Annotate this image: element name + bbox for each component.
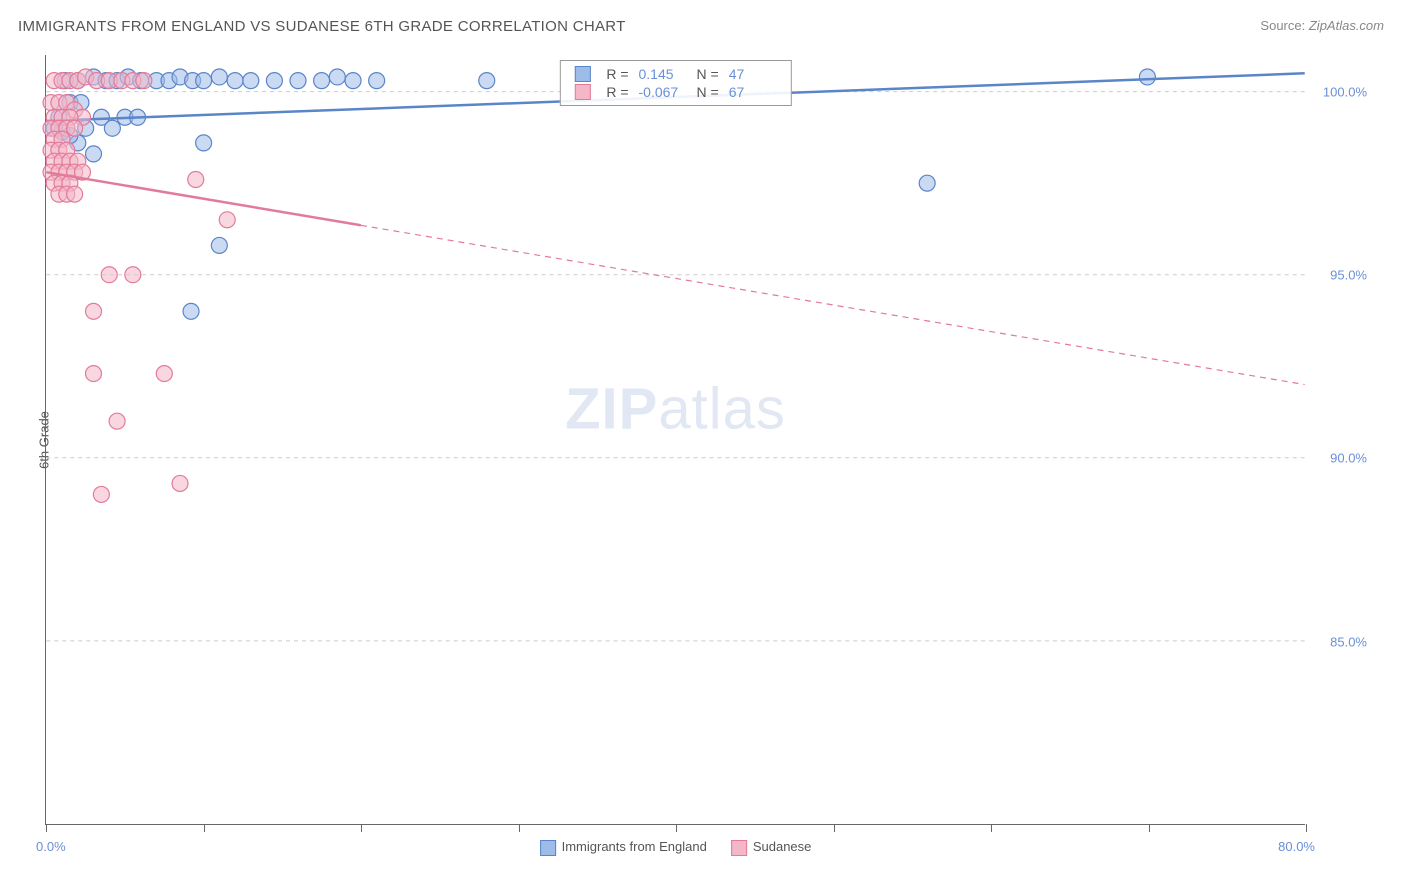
data-point [290,73,306,89]
data-point [156,366,172,382]
legend-label-england: Immigrants from England [562,839,707,854]
r-value-england: 0.145 [639,66,687,82]
y-tick-label: 100.0% [1323,84,1367,99]
stats-row-sudanese: R = -0.067 N = 67 [574,83,776,101]
data-point [67,186,83,202]
y-tick-label: 95.0% [1330,268,1367,283]
r-label: R = [606,66,628,82]
n-label: N = [697,84,719,100]
data-point [183,303,199,319]
stats-row-england: R = 0.145 N = 47 [574,65,776,83]
data-point [329,69,345,85]
swatch-sudanese [574,84,590,100]
data-point [196,135,212,151]
x-tick [676,824,677,832]
data-point [104,120,120,136]
legend-item-sudanese: Sudanese [731,839,812,856]
x-tick [361,824,362,832]
r-label: R = [606,84,628,100]
data-point [479,73,495,89]
data-point [314,73,330,89]
stats-legend: R = 0.145 N = 47 R = -0.067 N = 67 [559,60,791,106]
data-point [109,413,125,429]
plot-svg [46,55,1305,824]
r-value-sudanese: -0.067 [639,84,687,100]
data-point [219,212,235,228]
data-point [243,73,259,89]
data-point [211,237,227,253]
n-value-england: 47 [729,66,777,82]
plot-frame: ZIPatlas R = 0.145 N = 47 R = -0.067 N =… [45,55,1305,825]
regression-line-dashed [361,225,1305,384]
data-point [136,73,152,89]
data-point [67,120,83,136]
x-axis-max-label: 80.0% [1278,839,1315,854]
data-point [227,73,243,89]
x-tick [204,824,205,832]
data-point [345,73,361,89]
x-tick [519,824,520,832]
data-point [196,73,212,89]
legend-label-sudanese: Sudanese [753,839,812,854]
swatch-england-icon [540,840,556,856]
source-name: ZipAtlas.com [1309,18,1384,33]
swatch-sudanese-icon [731,840,747,856]
data-point [188,172,204,188]
x-axis-min-label: 0.0% [36,839,66,854]
bottom-legend: Immigrants from England Sudanese [540,839,812,856]
x-tick [1149,824,1150,832]
data-point [172,475,188,491]
data-point [86,303,102,319]
n-label: N = [697,66,719,82]
n-value-sudanese: 67 [729,84,777,100]
legend-item-england: Immigrants from England [540,839,707,856]
data-point [86,366,102,382]
swatch-england [574,66,590,82]
chart-title: IMMIGRANTS FROM ENGLAND VS SUDANESE 6TH … [18,18,626,35]
x-tick [834,824,835,832]
data-point [369,73,385,89]
data-point [101,267,117,283]
source-credit: Source: ZipAtlas.com [1260,18,1384,33]
x-tick [1306,824,1307,832]
data-point [125,267,141,283]
y-tick-label: 90.0% [1330,451,1367,466]
x-tick [46,824,47,832]
y-tick-label: 85.0% [1330,634,1367,649]
data-point [919,175,935,191]
data-point [86,146,102,162]
data-point [1139,69,1155,85]
data-point [211,69,227,85]
source-label: Source: [1260,18,1305,33]
plot-area: 6th Grade ZIPatlas R = 0.145 N = 47 R = … [45,55,1345,825]
x-tick [991,824,992,832]
data-point [93,486,109,502]
data-point [266,73,282,89]
